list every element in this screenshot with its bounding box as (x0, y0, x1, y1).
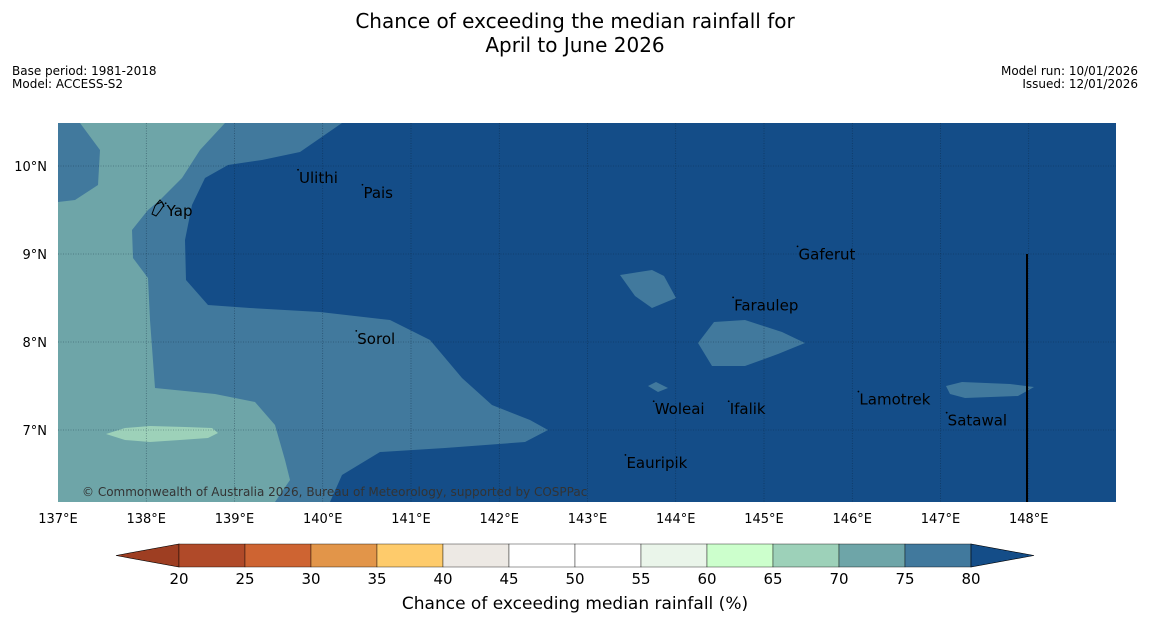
place-label: Ifalik (730, 400, 766, 418)
colorbar-swatch (574, 543, 642, 568)
x-tick-label: 137°E (38, 512, 78, 527)
colorbar-swatch (310, 543, 378, 568)
colorbar-swatch (838, 543, 906, 568)
x-tick-label: 143°E (568, 512, 608, 527)
y-tick-label: 9°N (23, 248, 48, 263)
base-period-text: Base period: 1981-2018 (12, 64, 157, 78)
colorbar: 20 25 30 35 40 45 50 55 60 65 70 75 80 (115, 543, 1035, 588)
colorbar-swatch (508, 543, 576, 568)
region-75-80-nw-corner (58, 123, 100, 202)
colorbar-tick-label: 80 (961, 570, 980, 588)
x-tick-label: 146°E (832, 512, 872, 527)
colorbar-tick-label: 60 (697, 570, 716, 588)
issued-text: Issued: 12/01/2026 (1022, 77, 1138, 91)
place-label: Gaferut (799, 245, 856, 263)
yap-island-detail (156, 201, 165, 208)
colorbar-tick-label: 35 (367, 570, 386, 588)
region-75-80-patch-c (946, 382, 1034, 398)
colorbar-tick-label: 70 (829, 570, 848, 588)
x-tick-label: 148°E (1009, 512, 1049, 527)
y-tick-label: 7°N (23, 424, 48, 439)
y-axis: 10°N 9°N 8°N 7°N (14, 160, 47, 439)
colorbar-tick-label: 75 (895, 570, 914, 588)
place-marker (796, 245, 799, 248)
place-marker (297, 168, 299, 171)
copyright-text: © Commonwealth of Australia 2026, Bureau… (82, 485, 587, 499)
place-label: Lamotrek (859, 391, 930, 409)
region-75-80-patch-d (648, 382, 668, 392)
yap-island-outline (151, 199, 165, 217)
model-run-text: Model run: 10/01/2026 (1000, 64, 1138, 78)
x-tick-label: 142°E (479, 512, 519, 527)
map-title: Chance of exceeding the median rainfall … (0, 9, 1150, 57)
x-tick-label: 144°E (656, 512, 696, 527)
x-tick-label: 139°E (215, 512, 255, 527)
region-70-75-west (58, 123, 290, 502)
colorbar-swatch (904, 543, 972, 568)
colorbar-tick-label: 45 (499, 570, 518, 588)
x-tick-label: 140°E (303, 512, 343, 527)
place-marker (361, 183, 364, 186)
graticule (58, 123, 1116, 502)
model-text: Model: ACCESS-S2 (12, 77, 124, 91)
colorbar-swatch (376, 543, 444, 568)
boundary-line (1026, 254, 1028, 502)
info-left: Base period: 1981-2018 Model: ACCESS-S2 (12, 65, 157, 91)
place-marker (857, 390, 860, 393)
colorbar-under-arrow (115, 543, 180, 568)
colorbar-tick-label: 55 (631, 570, 650, 588)
place-marker (624, 454, 627, 456)
colorbar-tick-label: 30 (301, 570, 320, 588)
region-75-80-patch-b (698, 320, 805, 366)
place-marker (727, 400, 730, 403)
y-tick-label: 10°N (14, 160, 47, 175)
place-marker (732, 296, 735, 299)
x-tick-label: 147°E (921, 512, 961, 527)
colorbar-tick-label: 65 (763, 570, 782, 588)
colorbar-swatch (640, 543, 708, 568)
colorbar-swatch (244, 543, 312, 568)
colorbar-swatch (772, 543, 840, 568)
region-75-80-patch-a (620, 270, 676, 308)
title-line-1: Chance of exceeding the median rainfall … (355, 9, 795, 33)
colorbar-swatch (706, 543, 774, 568)
place-label: Sorol (357, 330, 395, 348)
place-label: Faraulep (734, 296, 798, 314)
place-label: Pais (363, 184, 393, 202)
x-axis: 137°E 138°E 139°E 140°E 141°E 142°E 143°E 144°E… (38, 512, 1048, 527)
colorbar-tick-label: 50 (565, 570, 584, 588)
y-tick-label: 8°N (23, 336, 48, 351)
colorbar-tick-label: 20 (169, 570, 188, 588)
place-marker (355, 329, 358, 332)
info-right: Model run: 10/01/2026 Issued: 12/01/2026 (1001, 65, 1138, 91)
x-tick-label: 138°E (126, 512, 166, 527)
place-marker (945, 411, 948, 414)
title-line-2: April to June 2026 (485, 33, 665, 57)
colorbar-over-arrow (970, 543, 1035, 568)
place-label: Ulithi (299, 169, 338, 187)
colorbar-swatch (442, 543, 510, 568)
colorbar-swatch (178, 543, 246, 568)
colorbar-title: Chance of exceeding median rainfall (%) (402, 594, 748, 614)
place-marker (164, 202, 167, 205)
place-label: Satawal (948, 412, 1007, 430)
x-tick-label: 141°E (391, 512, 431, 527)
place-label: Woleai (655, 400, 705, 418)
place-label: Eauripik (626, 454, 687, 472)
place-labels: Ulithi Pais Yap Gaferut Faraulep Sorol Lamotre… (164, 168, 1007, 472)
colorbar-tick-label: 25 (235, 570, 254, 588)
colorbar-tick-label: 40 (433, 570, 452, 588)
x-tick-label: 145°E (744, 512, 784, 527)
place-label: Yap (166, 202, 193, 220)
map-area: Ulithi Pais Yap Gaferut Faraulep Sorol Lamotre… (58, 123, 1116, 502)
place-marker (652, 400, 655, 403)
